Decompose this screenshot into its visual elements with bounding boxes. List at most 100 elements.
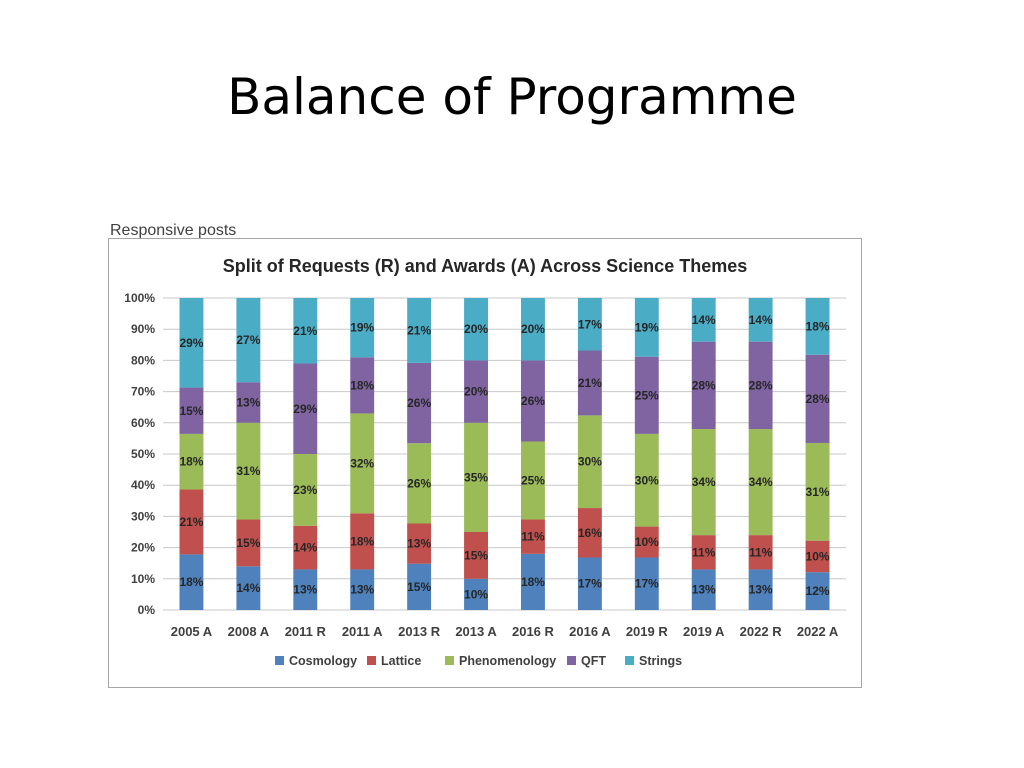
x-tick-label: 2008 A (228, 624, 270, 639)
x-tick-label: 2016 R (512, 624, 555, 639)
data-label: 27% (236, 333, 260, 347)
data-label: 16% (578, 526, 602, 540)
data-label: 18% (179, 575, 203, 589)
bar-segment-cosmology (521, 553, 545, 610)
bar-segment-qft (407, 362, 432, 444)
data-label: 14% (293, 541, 317, 555)
data-label: 11% (692, 545, 716, 559)
data-label: 34% (692, 475, 716, 489)
y-tick-label: 100% (124, 291, 155, 305)
data-label: 15% (407, 580, 431, 594)
x-tick-label: 2011 A (342, 624, 383, 639)
legend-swatch-cosmology (275, 656, 284, 665)
bar-segment-lattice (179, 489, 204, 555)
bar-segment-phenomenology (179, 433, 204, 490)
data-label: 14% (236, 581, 260, 595)
data-label: 17% (578, 317, 602, 331)
y-tick-label: 90% (131, 322, 155, 336)
bar-segment-cosmology (634, 557, 659, 610)
bar-segment-phenomenology (634, 433, 659, 527)
data-label: 15% (464, 548, 488, 562)
data-label: 19% (635, 320, 659, 334)
data-label: 32% (350, 456, 374, 470)
bar-segment-cosmology (179, 554, 204, 610)
legend-swatch-phenomenology (445, 656, 454, 665)
data-label: 15% (179, 404, 203, 418)
data-label: 25% (521, 474, 545, 488)
bar-segment-qft (179, 387, 204, 434)
legend-swatch-qft (567, 656, 576, 665)
bar-segment-phenomenology (350, 413, 375, 514)
legend-swatch-lattice (367, 656, 376, 665)
bar-segment-lattice (407, 523, 432, 564)
bar-segment-cosmology (577, 557, 602, 610)
gridlines (163, 297, 846, 611)
x-tick-label: 2005 A (171, 624, 213, 639)
bar-segment-qft (521, 360, 545, 442)
legend-label: Strings (639, 654, 682, 668)
bar-segment-qft (634, 356, 659, 434)
bar-segment-strings (464, 298, 488, 361)
data-label: 28% (692, 378, 716, 392)
data-label: 10% (635, 535, 659, 549)
data-label: 26% (407, 396, 431, 410)
x-tick-label: 2011 R (285, 624, 327, 639)
bar-segment-lattice (691, 535, 716, 570)
legend-label: Lattice (381, 654, 421, 668)
data-label: 21% (578, 376, 602, 390)
bar-segment-qft (691, 341, 716, 430)
data-label: 13% (293, 583, 317, 597)
x-tick-label: 2016 A (569, 624, 611, 639)
legend: Cosmology Lattice Phenomenology QFT Strings (275, 654, 682, 668)
data-label: 18% (806, 319, 830, 333)
bar-segment-cosmology (805, 572, 830, 610)
bar-segment-lattice (236, 519, 261, 567)
data-label: 34% (749, 475, 773, 489)
data-label: 10% (464, 587, 488, 601)
data-label: 13% (407, 537, 431, 551)
y-tick-label: 80% (131, 353, 155, 367)
data-label: 14% (749, 313, 773, 327)
data-label: 18% (350, 378, 374, 392)
bar-segment-phenomenology (691, 429, 716, 536)
bar-segment-strings (805, 298, 830, 355)
data-label: 21% (179, 515, 203, 529)
data-label: 13% (749, 583, 773, 597)
data-label: 13% (236, 396, 260, 410)
data-label: 21% (407, 323, 431, 337)
bar-segment-strings (748, 298, 773, 342)
data-label: 30% (578, 455, 602, 469)
data-label: 28% (806, 392, 830, 406)
data-label: 20% (521, 322, 545, 336)
bar-segment-strings (236, 298, 261, 383)
bar-segment-cosmology (293, 569, 318, 610)
bar-segment-qft (293, 363, 318, 454)
data-label: 20% (464, 385, 488, 399)
bar-segment-qft (748, 341, 773, 430)
data-label: 30% (635, 473, 659, 487)
data-label: 19% (350, 321, 374, 335)
bar-segment-lattice (634, 526, 659, 558)
data-label: 12% (806, 584, 830, 598)
data-label: 17% (635, 577, 659, 591)
bar-segment-qft (805, 354, 830, 443)
data-label: 18% (350, 534, 374, 548)
data-label: 15% (236, 536, 260, 550)
bar-segment-qft (350, 357, 375, 414)
data-label: 14% (692, 313, 716, 327)
legend-swatch-strings (625, 656, 634, 665)
bar-segment-lattice (805, 540, 830, 573)
bar-segment-cosmology (236, 566, 261, 610)
bar-segment-phenomenology (407, 443, 432, 524)
bar-segment-strings (634, 298, 659, 357)
y-tick-label: 30% (131, 509, 155, 523)
x-tick-label: 2013 R (398, 624, 441, 639)
data-label: 31% (806, 485, 830, 499)
bar-segment-cosmology (407, 563, 432, 610)
data-label: 35% (464, 470, 488, 484)
legend-label: Phenomenology (459, 654, 556, 668)
bar-segment-lattice (293, 525, 318, 570)
data-label: 20% (464, 322, 488, 336)
chart-subtitle: Responsive posts (110, 222, 237, 239)
data-label: 23% (293, 483, 317, 497)
